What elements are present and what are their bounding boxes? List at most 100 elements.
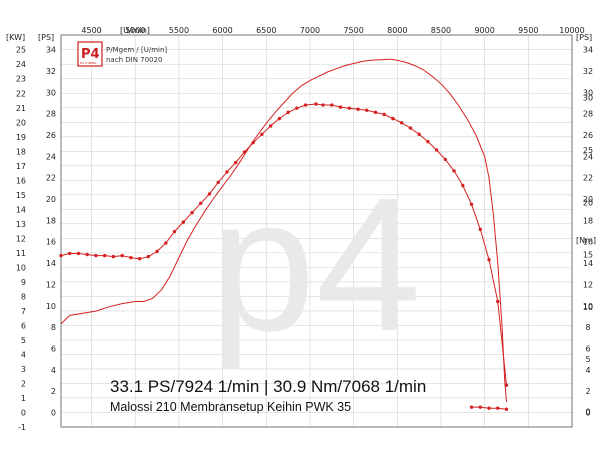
kw-tick-label: 0 bbox=[21, 408, 26, 417]
torque-point bbox=[199, 201, 203, 205]
torque-point bbox=[85, 252, 89, 257]
kw-tick-label: 9 bbox=[21, 278, 26, 287]
torque-point bbox=[504, 383, 509, 387]
torque-point bbox=[146, 254, 151, 259]
unit-ps-left: [PS] bbox=[38, 33, 54, 42]
torque-point bbox=[286, 110, 290, 115]
ps-tick-label-right: 20 bbox=[583, 195, 593, 204]
axes-layer: [KW] [PS][U/min][PS][Nm]4500 5000 5500 6000 6… bbox=[6, 26, 596, 432]
torque-point bbox=[487, 406, 491, 410]
torque-point bbox=[68, 251, 72, 256]
nm-tick-label: 20 bbox=[583, 198, 593, 207]
torque-point bbox=[303, 103, 308, 107]
ps-tick-label-left: 2 bbox=[51, 387, 56, 396]
torque-point bbox=[356, 107, 360, 111]
ps-tick-label-right: 32 bbox=[583, 67, 593, 76]
kw-tick-label: 22 bbox=[16, 89, 26, 98]
torque-point bbox=[225, 170, 229, 174]
ps-tick-label-right: 2 bbox=[585, 387, 590, 396]
x-tick-label: 5000 bbox=[125, 26, 145, 35]
power-line bbox=[60, 58, 507, 402]
nm-tick-label: 25 bbox=[583, 146, 593, 155]
torque-point bbox=[251, 140, 255, 145]
torque-point bbox=[277, 116, 282, 121]
torque-point bbox=[181, 220, 185, 224]
x-tick-label: 4500 bbox=[81, 26, 101, 35]
torque-point bbox=[496, 299, 500, 304]
torque-point bbox=[443, 157, 448, 162]
torque-point bbox=[469, 405, 474, 409]
ps-tick-label-left: 20 bbox=[46, 195, 56, 204]
ps-tick-label-right: 26 bbox=[583, 131, 593, 140]
torque-point bbox=[452, 169, 456, 173]
x-tick-label: 9500 bbox=[518, 26, 538, 35]
ps-tick-label-left: 4 bbox=[51, 366, 56, 375]
nm-tick-label: 30 bbox=[583, 94, 593, 103]
plot-frame bbox=[60, 34, 573, 428]
torque-point bbox=[478, 405, 482, 409]
nm-tick-label: 15 bbox=[583, 251, 593, 260]
torque-point bbox=[330, 103, 334, 107]
kw-tick-label: -1 bbox=[18, 423, 26, 432]
torque-point bbox=[164, 241, 168, 245]
torque-point bbox=[373, 110, 378, 115]
torque-point bbox=[391, 116, 395, 121]
nm-tick-label: 10 bbox=[583, 303, 593, 312]
torque-point bbox=[129, 255, 133, 260]
ps-tick-label-right: 14 bbox=[583, 259, 593, 268]
torque-point bbox=[365, 108, 369, 112]
torque-point bbox=[242, 150, 247, 154]
ps-tick-label-left: 22 bbox=[46, 174, 56, 183]
ps-tick-label-right: 4 bbox=[585, 366, 590, 375]
kw-tick-label: 15 bbox=[16, 191, 26, 200]
unit-ps-right: [PS] bbox=[576, 33, 592, 42]
kw-tick-label: 23 bbox=[16, 75, 26, 84]
nm-tick-label: 5 bbox=[585, 355, 590, 364]
legend-line-2: nach DIN 70020 bbox=[106, 56, 162, 64]
x-tick-label: 7500 bbox=[343, 26, 363, 35]
x-tick-label: 10000 bbox=[559, 26, 584, 35]
kw-tick-label: 4 bbox=[21, 350, 26, 359]
kw-tick-label: 25 bbox=[16, 46, 26, 55]
ps-tick-label-right: 22 bbox=[583, 174, 593, 183]
torque-point bbox=[399, 121, 404, 125]
unit-rpm-top: [U/min] bbox=[120, 26, 150, 35]
torque-point bbox=[478, 227, 482, 232]
kw-tick-label: 21 bbox=[16, 104, 26, 113]
torque-point bbox=[207, 192, 212, 196]
ps-tick-label-right: 12 bbox=[583, 280, 593, 289]
torque-point bbox=[382, 112, 386, 117]
ps-tick-label-right: 34 bbox=[583, 46, 593, 55]
kw-tick-label: 3 bbox=[21, 365, 26, 374]
ps-tick-label-left: 8 bbox=[51, 323, 56, 332]
logo-frame bbox=[77, 41, 103, 67]
series-layer bbox=[59, 58, 509, 411]
ps-tick-label-left: 10 bbox=[46, 302, 56, 311]
torque-point bbox=[434, 148, 439, 152]
torque-point bbox=[268, 124, 273, 128]
torque-point bbox=[190, 211, 194, 215]
logo-mark: P4 bbox=[81, 47, 100, 62]
kw-tick-label: 14 bbox=[16, 205, 26, 214]
torque-point bbox=[314, 102, 318, 106]
x-tick-label: 7000 bbox=[300, 26, 320, 35]
ps-tick-label-right: 8 bbox=[585, 323, 590, 332]
kw-tick-label: 8 bbox=[21, 292, 26, 301]
torque-point bbox=[76, 251, 81, 256]
torque-point bbox=[216, 180, 220, 185]
kw-tick-label: 6 bbox=[21, 321, 26, 330]
ps-tick-label-left: 32 bbox=[46, 67, 56, 76]
torque-point bbox=[59, 253, 63, 258]
kw-tick-label: 11 bbox=[16, 249, 26, 258]
subline-annotation: Malossi 210 Membransetup Keihin PWK 35 bbox=[110, 400, 351, 414]
ps-tick-label-right: 0 bbox=[585, 408, 590, 417]
kw-tick-label: 13 bbox=[16, 220, 26, 229]
headline-annotation: 33.1 PS/7924 1/min | 30.9 Nm/7068 1/min bbox=[110, 377, 426, 396]
x-tick-label: 8500 bbox=[431, 26, 451, 35]
ps-tick-label-left: 18 bbox=[46, 216, 56, 225]
kw-tick-label: 16 bbox=[16, 176, 26, 185]
unit-nm-right: [Nm] bbox=[576, 236, 596, 245]
kw-tick-label: 19 bbox=[16, 133, 26, 142]
torque-point bbox=[321, 103, 325, 107]
